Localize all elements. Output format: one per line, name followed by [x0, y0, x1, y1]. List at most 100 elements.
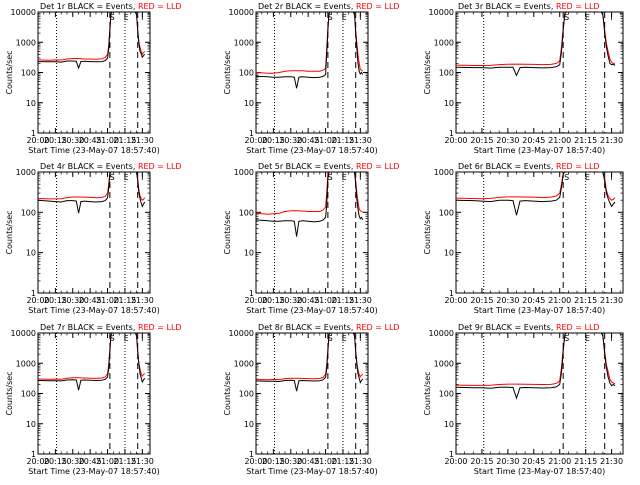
chart-title: Det 5r BLACK = Events, RED = LLD: [258, 162, 400, 171]
y-tick-label: 1000: [234, 359, 254, 368]
x-tick-label: 21:00: [548, 457, 571, 466]
annotation-i: I: [141, 173, 143, 182]
y-axis-label: Counts/sec: [423, 371, 432, 415]
y-tick-label: 100: [239, 69, 254, 78]
y-tick-label: 10000: [229, 8, 254, 17]
chart-title: Det 9r BLACK = Events, RED = LLD: [458, 323, 600, 332]
y-tick-label: 100: [21, 390, 36, 399]
x-axis-label: Start Time (23-May-07 18:57:40): [246, 146, 377, 155]
x-tick-label: 20:00: [244, 136, 267, 145]
y-tick-label: 10: [444, 99, 454, 108]
x-tick-label: 20:30: [496, 136, 519, 145]
y-tick-label: 10: [26, 99, 36, 108]
x-tick-label: 21:00: [548, 136, 571, 145]
x-tick-label: 20:00: [26, 457, 49, 466]
annotation-i: I: [359, 173, 361, 182]
chart-panel-8: Det 8r BLACK = Events, RED = LLD 1 10 100 10…: [223, 323, 400, 476]
x-tick-label: 20:45: [79, 296, 102, 305]
annotation-s: S: [110, 334, 115, 343]
chart-title-red-part: RED = LLD: [556, 2, 600, 11]
x-tick-label: 21:30: [131, 457, 154, 466]
y-tick-label: 1000: [16, 359, 36, 368]
annotation-i: I: [610, 173, 612, 182]
x-tick-label: 21:00: [96, 457, 119, 466]
y-tick-label: 10: [244, 99, 254, 108]
y-tick-label: 1: [449, 289, 454, 298]
x-axis-label: Start Time (23-May-07 18:57:40): [474, 306, 605, 315]
chart-title-black-part: Det 9r BLACK = Events,: [458, 323, 556, 332]
chart-title-red-part: RED = LLD: [138, 323, 182, 332]
chart-title: Det 6r BLACK = Events, RED = LLD: [458, 162, 600, 171]
chart-title-red-part: RED = LLD: [356, 162, 400, 171]
annotation-e: E: [585, 334, 590, 343]
y-axis-label: Counts/sec: [223, 50, 232, 94]
y-tick-label: 100: [239, 390, 254, 399]
annotation-i: I: [610, 334, 612, 343]
plot-frame: [255, 171, 369, 294]
y-tick-label: 100: [21, 69, 36, 78]
x-tick-label: 20:00: [444, 296, 467, 305]
x-tick-label: 20:15: [44, 296, 67, 305]
chart-title-red-part: RED = LLD: [556, 162, 600, 171]
x-tick-label: 21:30: [600, 296, 623, 305]
y-tick-label: 100: [439, 390, 454, 399]
chart-title-red-part: RED = LLD: [356, 2, 400, 11]
x-tick-label: 20:30: [496, 457, 519, 466]
chart-panel-2: Det 2r BLACK = Events, RED = LLD 1 10 100 10…: [223, 2, 400, 155]
y-tick-label: 10000: [11, 8, 36, 17]
chart-title-black-part: Det 2r BLACK = Events,: [258, 2, 356, 11]
y-axis-label: Counts/sec: [423, 210, 432, 254]
y-tick-label: 1: [249, 450, 254, 459]
annotation-s: S: [564, 173, 569, 182]
x-tick-label: 21:30: [131, 296, 154, 305]
annotation-s: S: [328, 334, 333, 343]
x-tick-label: 21:00: [548, 296, 571, 305]
annotation-i: I: [141, 334, 143, 343]
series-line-events: [256, 12, 364, 89]
y-tick-label: 1: [31, 450, 36, 459]
annotation-s: S: [564, 334, 569, 343]
x-tick-label: 20:30: [279, 136, 302, 145]
chart-panel-4: Det 4r BLACK = Events, RED = LLD 1 10 100 10…: [5, 162, 182, 315]
plot-frame: [455, 171, 624, 294]
annotation-e: E: [342, 173, 347, 182]
series-line-events: [38, 333, 146, 391]
annotation-i: I: [359, 13, 361, 22]
x-tick-label: 20:45: [522, 136, 545, 145]
y-axis-label: Counts/sec: [5, 50, 14, 94]
y-tick-label: 1000: [16, 38, 36, 47]
chart-title: Det 1r BLACK = Events, RED = LLD: [40, 2, 182, 11]
x-axis-label: Start Time (23-May-07 18:57:40): [474, 467, 605, 476]
x-tick-label: 20:15: [470, 136, 493, 145]
y-tick-label: 10000: [429, 329, 454, 338]
series-line-events: [456, 333, 616, 400]
series-line-events: [256, 333, 364, 392]
annotation-e: E: [124, 173, 129, 182]
annotation-s: S: [110, 13, 115, 22]
y-axis-label: Counts/sec: [5, 210, 14, 254]
chart-title-red-part: RED = LLD: [356, 323, 400, 332]
chart-title-black-part: Det 8r BLACK = Events,: [258, 323, 356, 332]
x-tick-label: 20:15: [470, 296, 493, 305]
x-tick-label: 21:15: [331, 296, 354, 305]
chart-title: Det 8r BLACK = Events, RED = LLD: [258, 323, 400, 332]
chart-title: Det 2r BLACK = Events, RED = LLD: [258, 2, 400, 11]
y-tick-label: 100: [239, 208, 254, 217]
y-tick-label: 1000: [434, 168, 454, 177]
x-axis-label: Start Time (23-May-07 18:57:40): [474, 146, 605, 155]
chart-title: Det 4r BLACK = Events, RED = LLD: [40, 162, 182, 171]
y-tick-label: 10: [244, 249, 254, 258]
x-tick-label: 20:00: [244, 457, 267, 466]
x-tick-label: 20:00: [26, 296, 49, 305]
x-tick-label: 20:15: [44, 136, 67, 145]
x-tick-label: 20:45: [297, 457, 320, 466]
y-tick-label: 1000: [234, 38, 254, 47]
series-line-events: [38, 12, 146, 70]
x-tick-label: 20:45: [522, 296, 545, 305]
x-tick-label: 21:15: [574, 457, 597, 466]
y-axis-label: Counts/sec: [223, 371, 232, 415]
y-tick-label: 100: [439, 69, 454, 78]
chart-title: Det 3r BLACK = Events, RED = LLD: [458, 2, 600, 11]
x-tick-label: 21:00: [314, 296, 337, 305]
x-tick-label: 21:15: [331, 457, 354, 466]
